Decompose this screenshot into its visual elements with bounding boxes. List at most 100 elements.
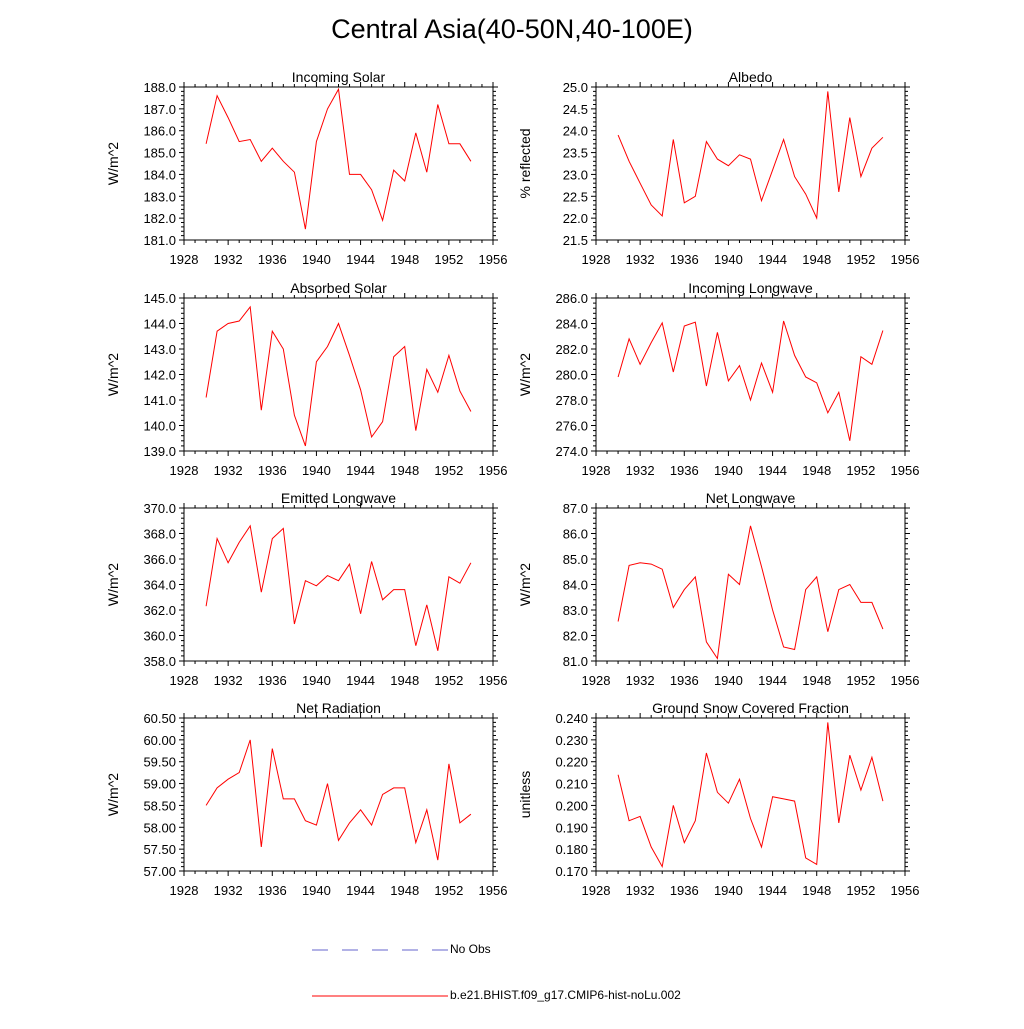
x-tick-label: 1928	[170, 252, 199, 267]
x-tick-label: 1948	[802, 883, 831, 898]
x-tick-label: 1936	[258, 673, 287, 688]
x-tick-label: 1932	[214, 673, 243, 688]
x-tick-label: 1956	[479, 463, 508, 478]
x-tick-label: 1940	[302, 883, 331, 898]
y-tick-label: 360.0	[143, 629, 176, 644]
x-tick-label: 1952	[846, 252, 875, 267]
chart-title: Net Radiation	[296, 700, 381, 716]
y-axis-label: W/m^2	[105, 142, 121, 185]
y-tick-label: 188.0	[143, 80, 176, 95]
chart-title: Absorbed Solar	[290, 280, 387, 296]
x-tick-label: 1944	[758, 883, 787, 898]
legend-model-swatch	[312, 995, 448, 997]
chart-title: Incoming Solar	[292, 69, 386, 85]
x-tick-label: 1936	[258, 883, 287, 898]
x-tick-label: 1956	[891, 883, 920, 898]
y-tick-label: 58.50	[143, 798, 176, 813]
y-tick-label: 59.50	[143, 755, 176, 770]
x-tick-label: 1948	[390, 252, 419, 267]
x-tick-label: 1956	[891, 463, 920, 478]
y-tick-label: 57.00	[143, 864, 176, 879]
chart-panel-6: Net Longwave W/m^2 1928 1932 1936 1940 1944 194…	[517, 490, 919, 688]
x-tick-label: 1948	[390, 883, 419, 898]
x-tick-label: 1956	[479, 252, 508, 267]
series-line-1	[617, 525, 884, 660]
y-tick-label: 142.0	[143, 368, 176, 383]
chart-title: Net Longwave	[706, 490, 796, 506]
x-tick-label: 1932	[214, 463, 243, 478]
x-tick-label: 1932	[626, 252, 655, 267]
x-tick-label: 1940	[714, 252, 743, 267]
y-tick-label: 143.0	[143, 342, 176, 357]
y-tick-label: 60.50	[143, 711, 176, 726]
legend-obs-label: No Obs	[450, 942, 491, 956]
y-tick-label: 187.0	[143, 102, 176, 117]
x-tick-label: 1928	[582, 463, 611, 478]
chart-panel-5: Emitted Longwave W/m^2 1928 1932 1936 1940 194…	[105, 490, 507, 688]
y-tick-label: 81.0	[563, 654, 588, 669]
x-tick-label: 1940	[302, 252, 331, 267]
x-tick-label: 1944	[758, 463, 787, 478]
x-tick-label: 1928	[582, 252, 611, 267]
x-tick-label: 1940	[714, 883, 743, 898]
y-tick-label: 0.180	[555, 842, 588, 857]
plot-frame	[595, 507, 906, 662]
x-tick-label: 1936	[258, 252, 287, 267]
x-tick-label: 1940	[302, 673, 331, 688]
x-tick-label: 1932	[214, 252, 243, 267]
y-tick-label: 276.0	[555, 419, 588, 434]
series-line-1	[205, 524, 472, 651]
x-tick-label: 1932	[626, 463, 655, 478]
legend-model: b.e21.BHIST.f09_g17.CMIP6-hist-noLu.002	[310, 986, 830, 1006]
y-tick-label: 82.0	[563, 629, 588, 644]
chart-panel-7: Net Radiation W/m^2 1928 1932 1936 1940 1944 19…	[105, 700, 507, 898]
x-tick-label: 1956	[891, 252, 920, 267]
y-tick-label: 140.0	[143, 419, 176, 434]
y-tick-label: 22.5	[563, 189, 588, 204]
x-tick-label: 1944	[346, 883, 375, 898]
x-tick-label: 1948	[390, 673, 419, 688]
y-tick-label: 182.0	[143, 211, 176, 226]
x-tick-label: 1944	[346, 463, 375, 478]
y-tick-label: 58.00	[143, 820, 176, 835]
plot-frame	[183, 507, 494, 662]
x-tick-label: 1944	[758, 673, 787, 688]
x-tick-label: 1948	[802, 673, 831, 688]
y-axis-label: W/m^2	[105, 773, 121, 816]
x-tick-label: 1936	[670, 673, 699, 688]
x-tick-label: 1936	[670, 463, 699, 478]
y-tick-label: 186.0	[143, 124, 176, 139]
x-tick-label: 1952	[846, 673, 875, 688]
x-tick-label: 1940	[714, 673, 743, 688]
y-tick-label: 0.220	[555, 755, 588, 770]
x-tick-label: 1928	[170, 883, 199, 898]
x-tick-label: 1956	[479, 883, 508, 898]
y-tick-label: 144.0	[143, 317, 176, 332]
y-tick-label: 183.0	[143, 189, 176, 204]
y-tick-label: 368.0	[143, 527, 176, 542]
chart-title: Ground Snow Covered Fraction	[652, 700, 849, 716]
y-tick-label: 85.0	[563, 552, 588, 567]
y-axis-label: W/m^2	[517, 353, 533, 396]
legend-obs: No Obs	[310, 940, 830, 960]
y-axis-label: % reflected	[517, 128, 533, 198]
x-tick-label: 1928	[170, 673, 199, 688]
y-tick-label: 184.0	[143, 167, 176, 182]
x-tick-label: 1944	[758, 252, 787, 267]
y-tick-label: 60.00	[143, 733, 176, 748]
x-tick-label: 1944	[346, 252, 375, 267]
x-tick-label: 1928	[170, 463, 199, 478]
series-line-1	[617, 91, 884, 221]
x-tick-label: 1956	[479, 673, 508, 688]
x-tick-label: 1952	[434, 883, 463, 898]
x-tick-label: 1932	[214, 883, 243, 898]
y-tick-label: 278.0	[555, 393, 588, 408]
y-axis-label: W/m^2	[105, 353, 121, 396]
y-axis-label: unitless	[517, 771, 533, 818]
y-tick-label: 286.0	[555, 291, 588, 306]
x-tick-label: 1936	[670, 252, 699, 267]
x-tick-label: 1928	[582, 673, 611, 688]
chart-title: Albedo	[729, 69, 773, 85]
y-tick-label: 282.0	[555, 342, 588, 357]
series-line-1	[617, 320, 884, 441]
